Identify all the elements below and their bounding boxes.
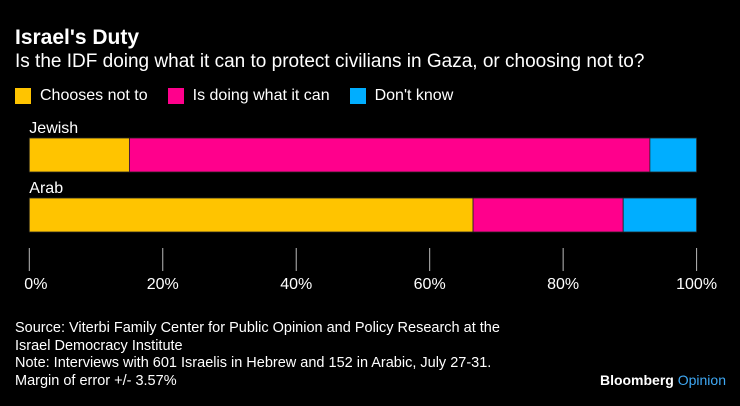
category-label: Jewish bbox=[29, 120, 78, 137]
bloomberg-opinion-logo: Bloomberg Opinion bbox=[600, 372, 726, 388]
logo-brand: Bloomberg bbox=[599, 372, 674, 388]
legend-swatch bbox=[349, 88, 366, 104]
source-notes: Source: Viterbi Family Center for Public… bbox=[15, 320, 500, 390]
source-line: Israel Democracy Institute bbox=[15, 337, 183, 354]
bar-segment bbox=[28, 137, 130, 173]
legend-swatch bbox=[167, 88, 184, 104]
legend-item-doing-what-it-can: Is doing what it can bbox=[167, 87, 330, 105]
logo-section: Opinion bbox=[677, 372, 726, 388]
bar-segment bbox=[472, 197, 624, 233]
legend-label: Chooses not to bbox=[40, 87, 148, 104]
bar-segment bbox=[28, 197, 474, 233]
category-label: Arab bbox=[29, 180, 63, 197]
note-line: Note: Interviews with 601 Israelis in He… bbox=[15, 355, 492, 371]
x-tick-label: 20% bbox=[147, 276, 179, 293]
chart-title: Israel's Duty bbox=[15, 26, 140, 49]
legend-label: Is doing what it can bbox=[192, 87, 330, 104]
legend-item-chooses-not-to: Chooses not to bbox=[15, 87, 148, 105]
x-tick-label: 60% bbox=[414, 276, 446, 293]
chart-subtitle: Is the IDF doing what it can to protect … bbox=[15, 51, 645, 72]
legend-item-dont-know: Don't know bbox=[349, 87, 454, 105]
x-tick-label: 0% bbox=[24, 276, 47, 293]
note-line: Margin of error +/- 3.57% bbox=[15, 372, 177, 389]
legend-swatch bbox=[15, 88, 31, 104]
x-tick-label: 100% bbox=[676, 276, 717, 293]
legend: Chooses not to Is doing what it can Don'… bbox=[15, 87, 453, 105]
x-tick-label: 40% bbox=[280, 276, 312, 293]
source-line: Source: Viterbi Family Center for Public… bbox=[15, 320, 500, 336]
legend-label: Don't know bbox=[374, 87, 454, 104]
x-tick-label: 80% bbox=[547, 276, 579, 293]
bar-segment bbox=[128, 137, 651, 173]
bar-segment bbox=[649, 137, 697, 173]
bar-segment bbox=[622, 197, 698, 233]
